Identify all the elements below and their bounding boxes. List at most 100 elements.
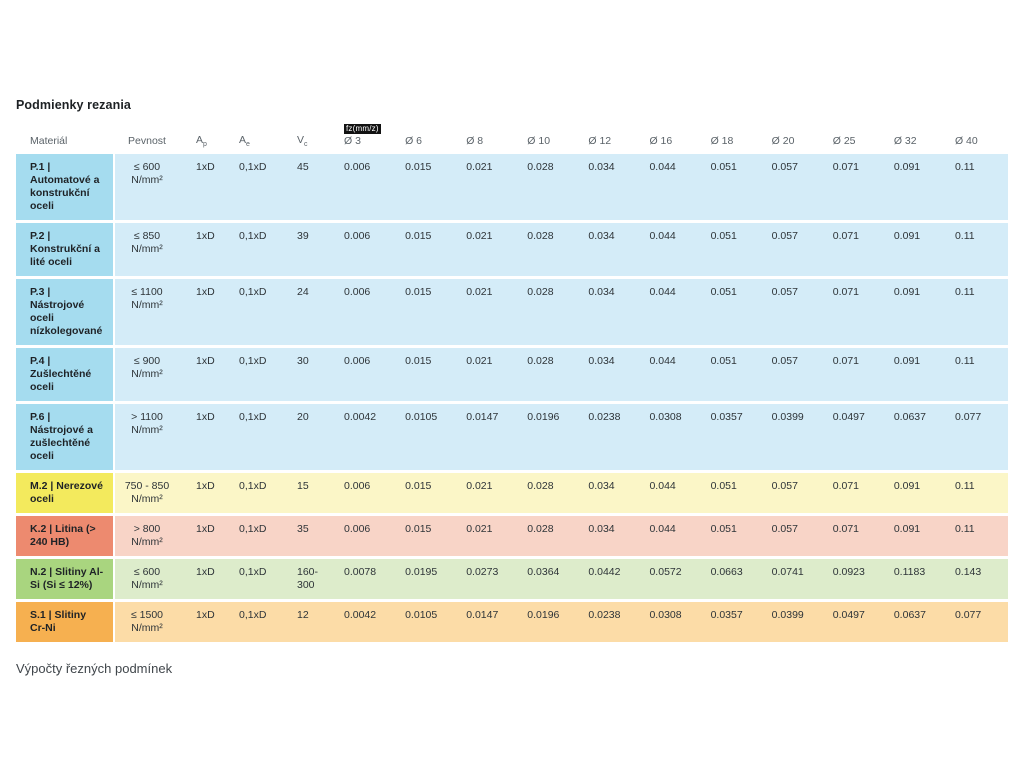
feed-cell: 0.015 [405,523,432,535]
table-body: P.1 | Automatové a konstrukční oceli ≤ 60… [16,154,1008,642]
feed-cell: 0.071 [832,355,860,367]
feed-cell: 0.044 [649,355,676,367]
feed-cell: 0.0105 [405,609,438,621]
vc-cell: 39 [297,230,309,242]
column-header-ap: Ap [196,133,207,148]
feed-cell: 0.0357 [710,609,743,621]
feed-cell: 0.057 [771,230,798,242]
feed-cell: 0.044 [649,230,676,242]
table-row: N.2 | Slitiny Al-Si (Si ≤ 12%) ≤ 600 N/mm… [16,559,1008,599]
feed-cell: 0.0147 [466,609,499,621]
feed-cell: 0.021 [466,480,493,492]
feed-cell: 0.11 [954,230,975,242]
feed-cell: 0.015 [405,161,432,173]
feed-cell: 0.071 [832,230,860,242]
table-header-row: Materiál Pevnost Ap Ae Vc fz(mm/z) Ø 3 Ø 6… [16,124,1008,154]
feed-cell: 0.057 [771,480,798,492]
material-cell: P.1 | Automatové a konstrukční oceli [16,154,115,220]
feed-cell: 0.051 [710,230,737,242]
material-cell: P.2 | Konstrukční a lité oceli [16,223,115,276]
material-cell: K.2 | Litina (> 240 HB) [16,516,115,556]
feed-cell: 0.11 [954,161,975,173]
feed-cell: 0.091 [893,230,921,242]
vc-cell: 45 [297,161,309,173]
feed-cell: 0.0923 [832,566,865,578]
feed-cell: 0.0042 [344,411,377,423]
feed-cell: 0.071 [832,161,860,173]
table-row: P.2 | Konstrukční a lité oceli ≤ 850 N/mm… [16,223,1008,276]
material-cell: P.4 | Zušlechtěné oceli [16,348,115,401]
ap-cell: 1xD [196,523,215,535]
vc-cell: 15 [297,480,309,492]
feed-cell: 0.077 [954,609,982,621]
ae-cell: 0,1xD [239,566,267,578]
diameter-label: Ø 32 [893,135,917,147]
feed-cell: 0.0238 [588,609,621,621]
feed-cell: 0.034 [588,355,615,367]
feed-cell: 0.077 [954,411,982,423]
feed-cell: 0.0364 [527,566,560,578]
column-header-diameter: Ø 8 [458,135,519,148]
page-title: Podmienky rezania [16,98,131,112]
feed-cell: 0.021 [466,355,493,367]
diameter-label: Ø 18 [710,135,734,147]
pevnost-cell: > 800 N/mm² [131,523,163,548]
ae-cell: 0,1xD [239,523,267,535]
feed-cell: 0.015 [405,230,432,242]
pevnost-cell: ≤ 600 N/mm² [131,566,163,591]
pevnost-cell: ≤ 1100 N/mm² [131,286,163,311]
diameter-label: Ø 12 [588,135,612,147]
pevnost-cell: 750 - 850 N/mm² [124,480,170,505]
material-cell: P.3 | Nástrojové oceli nízkolegované [16,279,115,345]
material-cell: M.2 | Nerezové oceli [16,473,115,513]
diameter-label: Ø 16 [649,135,673,147]
column-header-diameter: Ø 10 [519,135,580,148]
table-row: K.2 | Litina (> 240 HB) > 800 N/mm² 1xD 0,1… [16,516,1008,556]
table-row: P.4 | Zušlechtěné oceli ≤ 900 N/mm² 1xD 0,1… [16,348,1008,401]
page: Podmienky rezania Materiál Pevnost Ap Ae… [16,98,1008,676]
column-header-diameter: Ø 18 [703,135,764,148]
feed-cell: 0.021 [466,523,493,535]
feed-cell: 0.091 [893,355,921,367]
feed-cell: 0.11 [954,523,975,535]
feed-cell: 0.028 [527,523,554,535]
feed-cell: 0.091 [893,523,921,535]
feed-cell: 0.0195 [405,566,438,578]
ae-cell: 0,1xD [239,480,267,492]
feed-cell: 0.0741 [771,566,804,578]
material-cell: P.6 | Nástrojové a zušlechtěné oceli [16,404,115,470]
feed-cell: 0.0399 [771,411,804,423]
feed-cell: 0.021 [466,161,493,173]
column-header-diameter: Ø 12 [580,135,641,148]
ap-cell: 1xD [196,230,215,242]
feed-cell: 0.0308 [649,609,682,621]
ap-cell: 1xD [196,411,215,423]
feed-cell: 0.028 [527,286,554,298]
diameter-label: Ø 40 [954,135,978,147]
vc-cell: 24 [297,286,309,298]
feed-cell: 0.034 [588,161,615,173]
pevnost-cell: ≤ 1500 N/mm² [130,609,164,634]
feed-unit-badge: fz(mm/z) [344,124,381,134]
ae-cell: 0,1xD [239,355,267,367]
feed-cell: 0.0147 [466,411,499,423]
pevnost-cell: > 1100 N/mm² [131,411,163,436]
table-row: P.6 | Nástrojové a zušlechtěné oceli > 11… [16,404,1008,470]
feed-cell: 0.044 [649,480,676,492]
feed-cell: 0.034 [588,523,615,535]
feed-cell: 0.057 [771,523,798,535]
vc-cell: 35 [297,523,309,535]
pevnost-cell: ≤ 900 N/mm² [131,355,163,380]
material-cell: N.2 | Slitiny Al-Si (Si ≤ 12%) [16,559,115,599]
feed-cell: 0.0196 [527,609,560,621]
feed-cell: 0.051 [710,523,737,535]
feed-cell: 0.091 [893,480,921,492]
feed-cell: 0.034 [588,230,615,242]
feed-cell: 0.034 [588,286,615,298]
column-header-vc: Vc [297,133,308,148]
feed-cell: 0.1183 [893,566,926,578]
feed-cell: 0.021 [466,230,493,242]
feed-cell: 0.11 [954,355,975,367]
feed-cell: 0.028 [527,355,554,367]
diameter-label: Ø 6 [405,135,423,147]
